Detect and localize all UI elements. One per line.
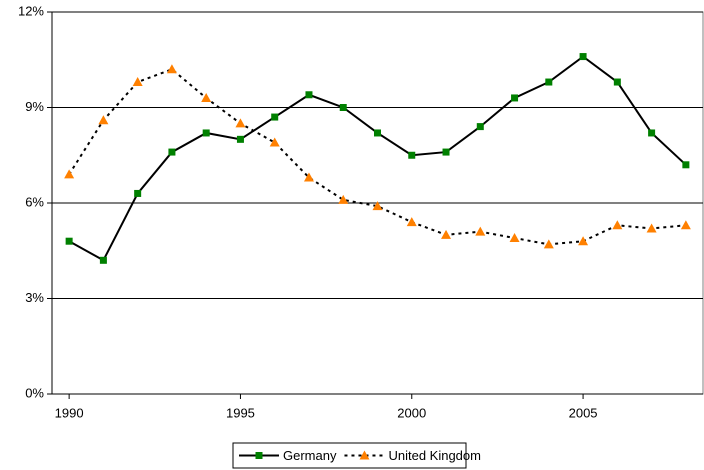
marker [579, 53, 587, 61]
y-tick-label: 12% [18, 3, 44, 18]
marker [166, 64, 177, 74]
marker [202, 129, 210, 137]
marker [134, 189, 142, 197]
marker [511, 94, 519, 102]
marker [132, 77, 143, 87]
marker [235, 118, 246, 128]
marker [682, 161, 690, 169]
marker [442, 148, 450, 156]
marker [269, 137, 280, 147]
x-tick-label: 1990 [55, 405, 84, 420]
legend-label: Germany [283, 448, 337, 463]
marker [613, 78, 621, 86]
legend-marker [359, 450, 370, 460]
marker [65, 237, 73, 245]
x-tick-label: 1995 [226, 405, 255, 420]
marker [406, 217, 417, 227]
y-tick-label: 3% [25, 290, 44, 305]
marker [201, 92, 212, 102]
marker [545, 78, 553, 86]
marker [578, 236, 589, 246]
marker [476, 123, 484, 131]
marker [271, 113, 279, 121]
marker [408, 151, 416, 159]
marker [441, 229, 452, 239]
marker [372, 201, 383, 211]
marker [99, 256, 107, 264]
legend-label: United Kingdom [388, 448, 481, 463]
y-tick-label: 9% [25, 99, 44, 114]
marker [475, 226, 486, 236]
x-tick-label: 2000 [397, 405, 426, 420]
y-tick-label: 0% [25, 385, 44, 400]
marker [98, 115, 109, 125]
marker [509, 233, 520, 243]
marker [303, 172, 314, 182]
y-tick-label: 6% [25, 194, 44, 209]
marker [648, 129, 656, 137]
marker [168, 148, 176, 156]
marker [646, 223, 657, 233]
marker [338, 194, 349, 204]
marker [305, 91, 313, 99]
marker [543, 239, 554, 249]
marker [680, 220, 691, 230]
marker [236, 135, 244, 143]
marker [64, 169, 75, 179]
marker [339, 104, 347, 111]
x-tick-label: 2005 [569, 405, 598, 420]
marker [612, 220, 623, 230]
marker [374, 129, 381, 137]
legend-marker [255, 452, 263, 459]
